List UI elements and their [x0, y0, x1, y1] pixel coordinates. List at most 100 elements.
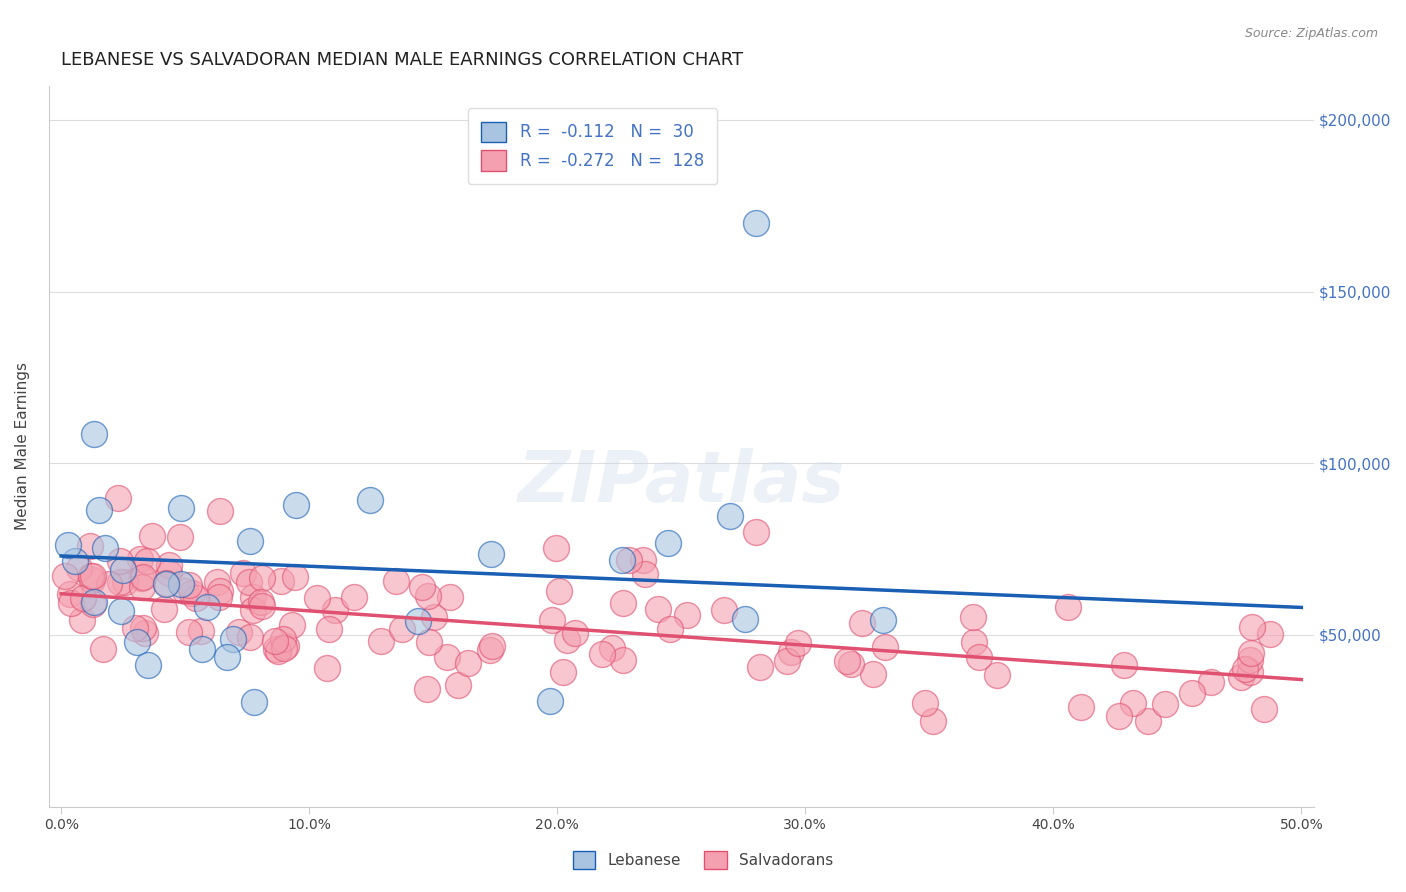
- Salvadorans: [318, 622, 340, 636]
- Lebanese: [657, 535, 679, 549]
- Salvadorans: [1240, 646, 1263, 660]
- Salvadorans: [343, 590, 366, 604]
- Salvadorans: [967, 649, 990, 664]
- Salvadorans: [238, 575, 260, 590]
- Lebanese: [191, 642, 214, 657]
- Lebanese: [872, 613, 894, 627]
- Salvadorans: [53, 569, 76, 583]
- Salvadorans: [1253, 702, 1275, 716]
- Lebanese: [63, 554, 86, 568]
- Salvadorans: [391, 622, 413, 636]
- Legend: Lebanese, Salvadorans: Lebanese, Salvadorans: [567, 845, 839, 875]
- Lebanese: [112, 563, 135, 577]
- Salvadorans: [266, 644, 288, 658]
- Salvadorans: [676, 608, 699, 623]
- Lebanese: [170, 577, 193, 591]
- Salvadorans: [1057, 600, 1080, 615]
- Salvadorans: [436, 650, 458, 665]
- Salvadorans: [416, 589, 439, 603]
- Lebanese: [481, 547, 503, 561]
- Salvadorans: [411, 580, 433, 594]
- Lebanese: [125, 634, 148, 648]
- Salvadorans: [416, 681, 439, 696]
- Salvadorans: [134, 626, 156, 640]
- Lebanese: [110, 604, 132, 618]
- Salvadorans: [591, 647, 613, 661]
- Salvadorans: [914, 696, 936, 710]
- Salvadorans: [841, 657, 863, 671]
- Salvadorans: [284, 570, 307, 584]
- Salvadorans: [553, 665, 575, 679]
- Salvadorans: [129, 571, 152, 585]
- Salvadorans: [276, 639, 298, 653]
- Salvadorans: [208, 504, 231, 518]
- Salvadorans: [544, 541, 567, 556]
- Salvadorans: [647, 602, 669, 616]
- Salvadorans: [177, 578, 200, 592]
- Salvadorans: [1108, 709, 1130, 723]
- Salvadorans: [612, 653, 634, 667]
- Salvadorans: [70, 613, 93, 627]
- Salvadorans: [242, 602, 264, 616]
- Text: ZIPatlas: ZIPatlas: [517, 448, 845, 516]
- Salvadorans: [60, 597, 83, 611]
- Lebanese: [406, 614, 429, 628]
- Salvadorans: [1229, 670, 1251, 684]
- Salvadorans: [108, 553, 131, 567]
- Salvadorans: [250, 599, 273, 613]
- Salvadorans: [157, 558, 180, 572]
- Salvadorans: [79, 569, 101, 583]
- Salvadorans: [108, 574, 131, 589]
- Salvadorans: [547, 583, 569, 598]
- Salvadorans: [228, 624, 250, 639]
- Salvadorans: [190, 624, 212, 639]
- Salvadorans: [713, 603, 735, 617]
- Salvadorans: [59, 587, 82, 601]
- Salvadorans: [922, 714, 945, 728]
- Lebanese: [56, 538, 79, 552]
- Salvadorans: [612, 596, 634, 610]
- Salvadorans: [273, 641, 295, 656]
- Salvadorans: [1181, 685, 1204, 699]
- Salvadorans: [1240, 620, 1263, 634]
- Salvadorans: [1239, 653, 1261, 667]
- Lebanese: [285, 498, 308, 512]
- Salvadorans: [1070, 700, 1092, 714]
- Lebanese: [155, 577, 177, 591]
- Salvadorans: [174, 583, 197, 598]
- Salvadorans: [281, 618, 304, 632]
- Legend: R =  -0.112   N =  30, R =  -0.272   N =  128: R = -0.112 N = 30, R = -0.272 N = 128: [468, 108, 717, 184]
- Lebanese: [610, 553, 633, 567]
- Lebanese: [734, 612, 756, 626]
- Salvadorans: [91, 641, 114, 656]
- Salvadorans: [181, 586, 204, 600]
- Lebanese: [222, 632, 245, 647]
- Text: LEBANESE VS SALVADORAN MEDIAN MALE EARNINGS CORRELATION CHART: LEBANESE VS SALVADORAN MEDIAN MALE EARNI…: [62, 51, 744, 69]
- Lebanese: [744, 216, 766, 230]
- Salvadorans: [1258, 627, 1281, 641]
- Salvadorans: [418, 634, 440, 648]
- Salvadorans: [481, 639, 503, 653]
- Y-axis label: Median Male Earnings: Median Male Earnings: [15, 362, 30, 530]
- Salvadorans: [600, 640, 623, 655]
- Salvadorans: [239, 631, 262, 645]
- Salvadorans: [82, 598, 104, 612]
- Salvadorans: [323, 603, 346, 617]
- Salvadorans: [780, 645, 803, 659]
- Lebanese: [89, 503, 111, 517]
- Salvadorans: [634, 566, 657, 581]
- Salvadorans: [155, 576, 177, 591]
- Salvadorans: [659, 623, 682, 637]
- Salvadorans: [72, 591, 94, 605]
- Lebanese: [136, 657, 159, 672]
- Salvadorans: [98, 577, 121, 591]
- Salvadorans: [107, 491, 129, 505]
- Lebanese: [83, 595, 105, 609]
- Salvadorans: [80, 573, 103, 587]
- Salvadorans: [457, 656, 479, 670]
- Salvadorans: [875, 640, 897, 654]
- Salvadorans: [787, 636, 810, 650]
- Salvadorans: [1122, 696, 1144, 710]
- Salvadorans: [835, 654, 858, 668]
- Salvadorans: [141, 529, 163, 543]
